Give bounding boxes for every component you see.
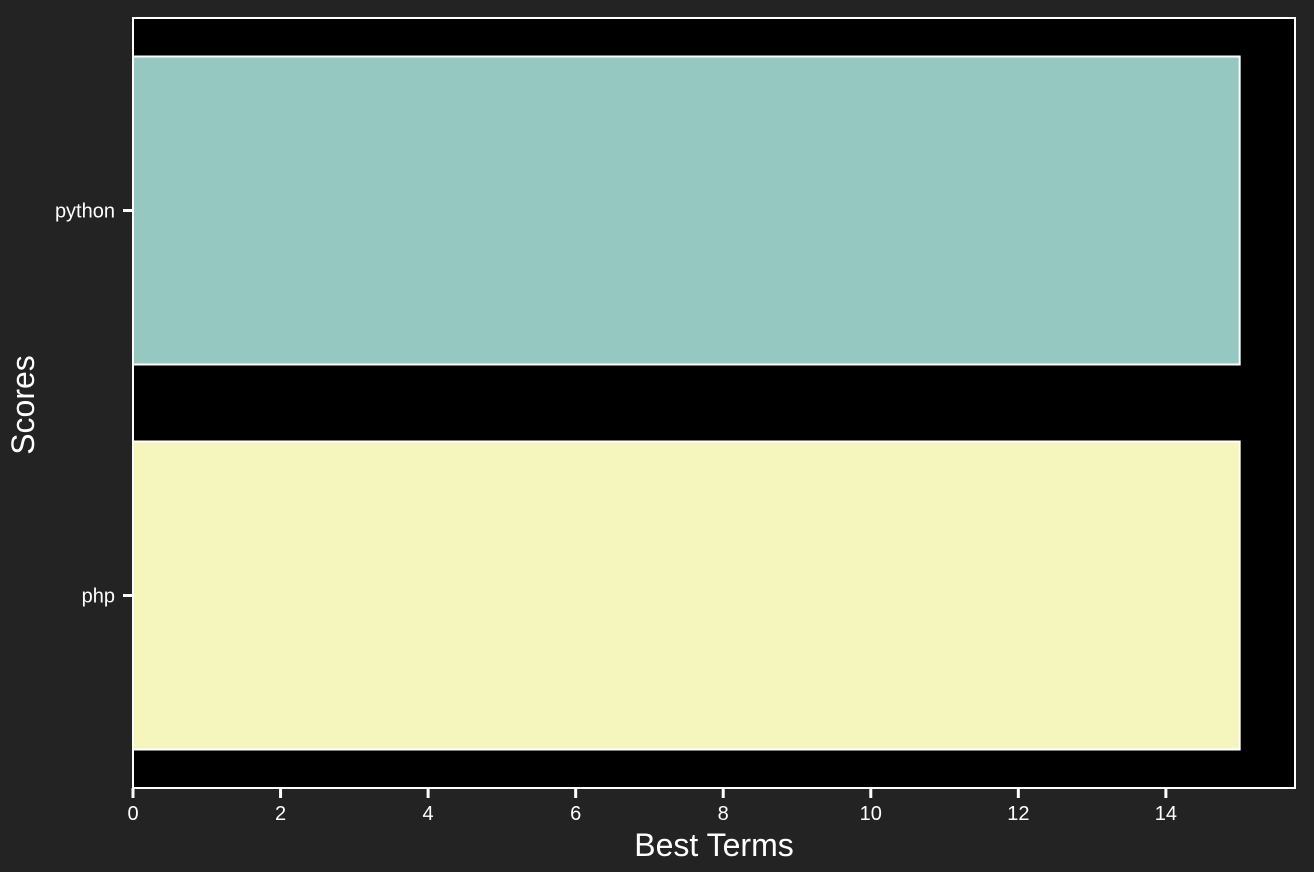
bar-python xyxy=(132,55,1241,366)
x-tick-label-14: 14 xyxy=(1155,803,1177,825)
y-axis-label: Scores xyxy=(5,355,41,455)
bar-php xyxy=(132,440,1241,751)
x-tick-label-2: 2 xyxy=(275,803,286,825)
x-tick-label-8: 8 xyxy=(718,803,729,825)
y-tick-label-php: php xyxy=(82,586,115,608)
x-axis-ticks: 0 2 4 6 8 10 12 14 xyxy=(127,788,1177,825)
y-tick-label-python: python xyxy=(55,201,115,223)
x-tick-label-10: 10 xyxy=(860,803,882,825)
x-tick-label-6: 6 xyxy=(570,803,581,825)
bars-group xyxy=(132,55,1241,751)
x-axis-label: Best Terms xyxy=(634,827,793,863)
x-tick-label-4: 4 xyxy=(423,803,434,825)
plot-frame xyxy=(132,17,1296,789)
x-tick-label-0: 0 xyxy=(127,803,138,825)
x-tick-label-12: 12 xyxy=(1007,803,1029,825)
y-axis-ticks: python php xyxy=(55,201,133,608)
